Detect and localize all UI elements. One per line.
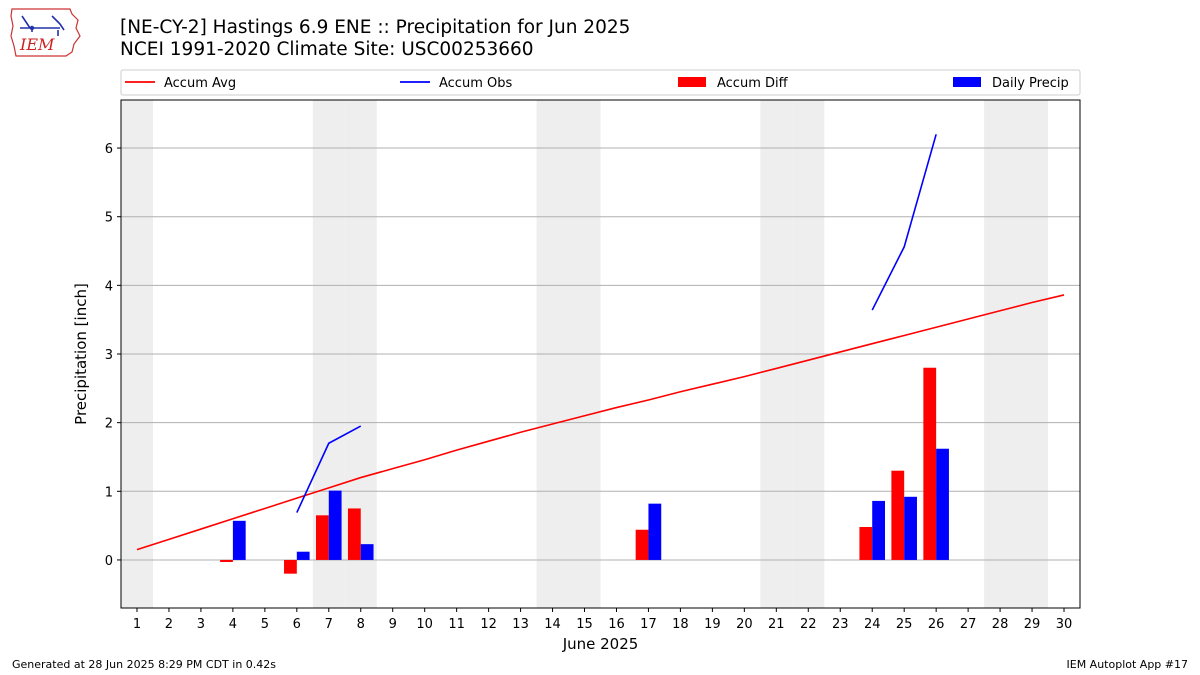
- daily-precip-bar: [648, 503, 662, 560]
- daily-precip-bar: [232, 520, 246, 560]
- chart-title: [NE-CY-2] Hastings 6.9 ENE :: Precipitat…: [120, 17, 631, 38]
- x-tick-label: 20: [736, 617, 753, 632]
- line-series: [136, 134, 1065, 551]
- y-tick-label: 0: [105, 554, 113, 569]
- daily-precip-bar: [872, 500, 886, 560]
- x-tick-label: 22: [800, 617, 817, 632]
- daily-precip-bar: [936, 448, 949, 560]
- bar-series: [220, 367, 949, 574]
- legend-label: Accum Diff: [717, 76, 789, 91]
- logo-text: IEM: [19, 35, 55, 54]
- accum-avg-line: [136, 294, 1065, 551]
- daily-precip-bar: [296, 551, 310, 560]
- x-tick-label: 17: [640, 617, 657, 632]
- legend: Accum Avg Accum Obs Accum Diff Daily Precip: [120, 69, 1081, 96]
- accum-diff-bar: [859, 526, 873, 560]
- x-tick-label: 16: [608, 617, 625, 632]
- legend-label: Accum Avg: [164, 76, 236, 91]
- chart-subtitle: NCEI 1991-2020 Climate Site: USC00253660: [120, 39, 534, 60]
- x-axis: 1 2 3 4 5 6 7 8 9 10 11 12 13 14 15 16 17 18 19 20 21 22 23 24 2…: [133, 608, 1072, 632]
- y-tick-label: 1: [105, 485, 113, 500]
- x-tick-label: 21: [768, 617, 785, 632]
- x-tick-label: 15: [576, 617, 593, 632]
- x-tick-label: 25: [896, 617, 913, 632]
- x-axis-label: June 2025: [562, 635, 639, 653]
- x-tick-label: 26: [928, 617, 945, 632]
- accum-obs-line: [871, 134, 937, 311]
- x-tick-label: 19: [704, 617, 721, 632]
- x-tick-label: 27: [960, 617, 977, 632]
- x-tick-label: 14: [544, 617, 561, 632]
- x-tick-label: 8: [357, 617, 365, 632]
- x-tick-label: 13: [512, 617, 529, 632]
- footer-app: IEM Autoplot App #17: [1066, 658, 1189, 671]
- legend-label: Accum Obs: [439, 76, 512, 91]
- legend-box: [120, 69, 1081, 96]
- weather-station-icon: [20, 15, 65, 36]
- x-tick-label: 4: [229, 617, 237, 632]
- x-tick-label: 1: [133, 617, 141, 632]
- x-tick-label: 9: [389, 617, 397, 632]
- daily-precip-bar: [328, 490, 342, 560]
- legend-label: Daily Precip: [992, 76, 1069, 91]
- x-tick-label: 28: [992, 617, 1009, 632]
- x-tick-label: 3: [197, 617, 205, 632]
- daily-precip-bar: [360, 544, 374, 560]
- y-tick-label: 5: [105, 211, 113, 226]
- x-tick-label: 10: [416, 617, 433, 632]
- accum-diff-bar: [220, 559, 233, 563]
- accum-diff-bar: [891, 470, 905, 560]
- x-tick-label: 11: [448, 617, 465, 632]
- x-tick-label: 24: [864, 617, 881, 632]
- y-axis-label: Precipitation [inch]: [72, 283, 90, 425]
- daily-precip-bar: [904, 496, 917, 560]
- x-tick-label: 6: [293, 617, 301, 632]
- footer-generated: Generated at 28 Jun 2025 8:29 PM CDT in …: [12, 658, 277, 671]
- x-tick-label: 30: [1056, 617, 1073, 632]
- x-tick-label: 2: [165, 617, 173, 632]
- accum-diff-bar: [284, 559, 297, 574]
- x-tick-label: 5: [261, 617, 269, 632]
- legend-swatch-bar: [678, 77, 706, 87]
- accum-diff-bar: [923, 367, 937, 560]
- y-tick-label: 4: [105, 279, 113, 294]
- x-tick-label: 23: [832, 617, 849, 632]
- iowa-outline-shape: [10, 8, 81, 57]
- y-axis: 0 1 2 3 4 5 6: [105, 142, 121, 569]
- y-tick-label: 3: [105, 348, 113, 363]
- accum-diff-bar: [315, 515, 329, 560]
- x-tick-label: 29: [1024, 617, 1041, 632]
- legend-swatch-bar: [953, 77, 981, 87]
- grid-lines: [121, 147, 1080, 561]
- y-tick-label: 6: [105, 142, 113, 157]
- x-tick-label: 12: [480, 617, 497, 632]
- accum-diff-bar: [635, 529, 649, 560]
- accum-diff-bar: [347, 508, 361, 560]
- x-tick-label: 18: [672, 617, 689, 632]
- x-tick-label: 7: [325, 617, 333, 632]
- iem-logo: IEM: [10, 8, 81, 57]
- accum-obs-line: [296, 425, 362, 513]
- y-tick-label: 2: [105, 417, 113, 432]
